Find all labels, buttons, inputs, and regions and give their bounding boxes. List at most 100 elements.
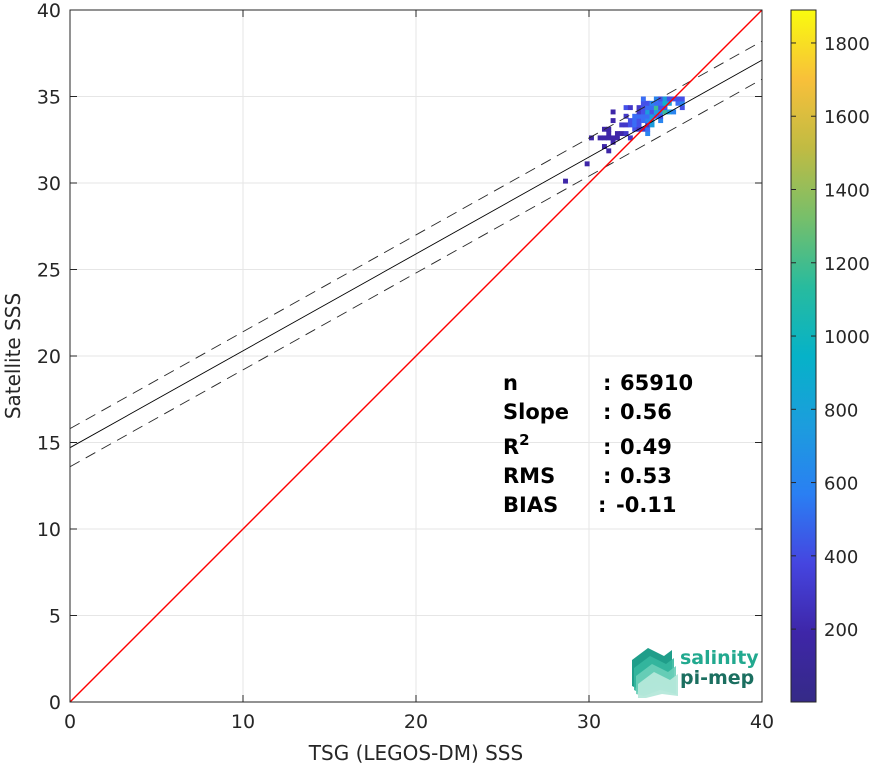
density-cell	[623, 105, 629, 111]
stat-label-n: n	[503, 371, 518, 395]
stat-value-n: 65910	[620, 371, 693, 395]
stat-sep-rms: :	[603, 464, 611, 488]
stat-sep-n: :	[603, 371, 611, 395]
density-cell	[658, 100, 664, 106]
density-cell	[636, 109, 642, 115]
density-cell	[658, 113, 664, 119]
density-cell	[636, 113, 642, 119]
colorbar	[790, 9, 817, 703]
density-cell	[584, 161, 590, 167]
density-cell	[610, 109, 616, 115]
fit-bound-line	[70, 40, 762, 430]
density-cell	[614, 135, 620, 141]
density-cell	[619, 122, 625, 128]
density-cell	[666, 96, 672, 102]
density-cell	[610, 139, 616, 145]
density-cell	[679, 105, 685, 111]
salinity-pi-mep-logo: salinity pi-mep	[632, 647, 759, 698]
plot-series	[70, 10, 762, 702]
density-cell	[623, 113, 629, 119]
stat-value-r2: 0.49	[620, 435, 672, 459]
y-axis-title: Satellite SSS	[1, 293, 25, 419]
density-cell	[640, 118, 646, 124]
x-tick-label: 40	[750, 711, 774, 733]
x-axis-title: TSG (LEGOS-DM) SSS	[308, 741, 523, 765]
x-tick-label: 30	[577, 711, 601, 733]
density-cell	[645, 100, 651, 106]
y-tick-label: 0	[49, 692, 61, 714]
y-tick-label: 10	[37, 519, 61, 541]
stat-value-rms: 0.53	[620, 464, 672, 488]
density-cell	[645, 131, 651, 137]
density-cell	[679, 100, 685, 106]
density-cell	[606, 126, 612, 132]
density-cell	[601, 144, 607, 149]
y-tick-label: 35	[37, 87, 61, 109]
stat-label-bias: BIAS	[503, 493, 558, 517]
density-cell	[653, 109, 659, 115]
density-cell	[627, 122, 633, 128]
stat-label-rms: RMS	[503, 464, 555, 488]
density-cell	[662, 109, 668, 115]
y-tick-label: 5	[49, 606, 61, 628]
colorbar-ticks: 200 400 600 800 1000 1200 1400 1600 1800	[791, 34, 870, 641]
stat-value-slope: 0.56	[620, 400, 672, 424]
density-cell	[640, 100, 646, 106]
stat-value-bias: -0.11	[616, 493, 677, 517]
density-cell	[601, 135, 607, 141]
logo-text-salinity: salinity	[680, 647, 759, 669]
density-cell	[649, 105, 655, 111]
density-cell	[632, 113, 638, 119]
logo-text-pi-mep: pi-mep	[680, 667, 754, 689]
density-cell	[645, 126, 651, 132]
identity-line	[70, 10, 762, 702]
density-cell	[632, 118, 638, 124]
colorbar-tick-label: 400	[824, 547, 858, 568]
density-cell	[606, 131, 612, 137]
density-cell	[658, 105, 664, 111]
wave-stack-icon	[632, 648, 678, 698]
stats-block: n : 65910 Slope : 0.56 R2 : 0.49 RMS : 0…	[503, 371, 693, 517]
density-cell	[627, 105, 633, 111]
density-cell	[645, 105, 651, 111]
density-cell	[563, 178, 568, 184]
density-cell	[653, 96, 659, 102]
density-cell	[645, 109, 651, 115]
density-cell	[606, 135, 612, 141]
stat-sep-r2: :	[603, 435, 611, 459]
colorbar-tick-label: 1800	[824, 34, 870, 55]
density-cell	[640, 113, 646, 119]
y-tick-label: 25	[37, 260, 61, 282]
density-cell	[589, 135, 594, 141]
stat-label-r2: R2	[503, 431, 530, 459]
y-tick-label: 40	[37, 0, 61, 22]
density-cell	[658, 118, 664, 124]
density-cell	[619, 131, 625, 137]
density-cell	[632, 126, 638, 132]
density-cell	[623, 131, 629, 137]
density-cell	[649, 113, 655, 119]
density-cell	[649, 122, 655, 128]
stat-label-r2-sup: 2	[519, 431, 529, 449]
colorbar-tick-label: 1200	[824, 254, 870, 275]
density-cell	[614, 131, 620, 137]
density-cell	[675, 96, 681, 102]
density-cell	[623, 122, 629, 128]
colorbar-tick-label: 600	[824, 474, 858, 495]
density-cell	[649, 109, 655, 115]
density-cell	[658, 96, 664, 102]
axis-ticks: 0 10 20 30 40 0 5 10 15 20 25 30 35 40	[37, 0, 774, 733]
density-cell	[632, 122, 638, 128]
stat-sep-slope: :	[603, 400, 611, 424]
density-cell	[675, 100, 681, 106]
y-tick-label: 20	[37, 346, 61, 368]
density-cell	[653, 105, 659, 111]
density-cell	[610, 118, 616, 124]
density-cell	[640, 109, 646, 115]
colorbar-tick-label: 1400	[824, 181, 870, 202]
density-cell	[662, 100, 668, 106]
colorbar-tick-label: 800	[824, 400, 858, 421]
density-cell	[610, 135, 616, 141]
stat-label-r2-base: R	[503, 435, 519, 459]
density-cell	[640, 96, 646, 102]
